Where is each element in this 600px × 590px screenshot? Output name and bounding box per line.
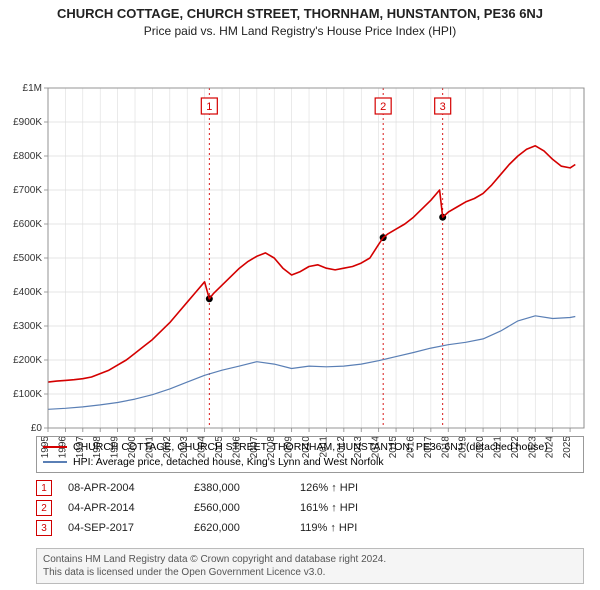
svg-text:2: 2 [380,101,386,113]
svg-text:£200K: £200K [13,355,42,366]
sale-date: 08-APR-2004 [68,482,178,494]
footer-box: Contains HM Land Registry data © Crown c… [36,548,584,584]
sale-pct: 119% ↑ HPI [300,522,410,534]
sale-row: 3 04-SEP-2017 £620,000 119% ↑ HPI [36,520,584,536]
svg-text:£900K: £900K [13,117,42,128]
svg-text:£500K: £500K [13,253,42,264]
legend-row: HPI: Average price, detached house, King… [43,455,577,470]
sale-price: £380,000 [194,482,284,494]
sale-marker: 1 [36,480,52,496]
sale-marker: 3 [36,520,52,536]
svg-text:£700K: £700K [13,185,42,196]
svg-text:£800K: £800K [13,151,42,162]
legend-swatch [43,446,67,448]
svg-text:£100K: £100K [13,389,42,400]
chart-subtitle: Price paid vs. HM Land Registry's House … [0,22,600,42]
chart-area: £0 £100K £200K £300K £400K £500K £600K £700K £80… [0,42,600,432]
svg-text:£300K: £300K [13,321,42,332]
svg-text:3: 3 [440,101,446,113]
chart-title: CHURCH COTTAGE, CHURCH STREET, THORNHAM,… [0,0,600,22]
legend-row: CHURCH COTTAGE, CHURCH STREET, THORNHAM,… [43,440,577,455]
svg-text:£400K: £400K [13,287,42,298]
sale-row: 1 08-APR-2004 £380,000 126% ↑ HPI [36,480,584,496]
footer-line-1: Contains HM Land Registry data © Crown c… [43,553,577,566]
legend-label: HPI: Average price, detached house, King… [73,455,384,470]
sale-pct: 161% ↑ HPI [300,502,410,514]
svg-text:£1M: £1M [23,83,42,94]
sale-marker: 2 [36,500,52,516]
chart-svg: £0 £100K £200K £300K £400K £500K £600K £700K £80… [0,42,600,472]
sale-price: £560,000 [194,502,284,514]
svg-text:1: 1 [206,101,212,113]
legend-swatch [43,461,67,463]
sale-date: 04-SEP-2017 [68,522,178,534]
svg-text:£600K: £600K [13,219,42,230]
legend-box: CHURCH COTTAGE, CHURCH STREET, THORNHAM,… [36,436,584,473]
legend-label: CHURCH COTTAGE, CHURCH STREET, THORNHAM,… [73,440,548,455]
sale-price: £620,000 [194,522,284,534]
sale-row: 2 04-APR-2014 £560,000 161% ↑ HPI [36,500,584,516]
sale-pct: 126% ↑ HPI [300,482,410,494]
svg-text:£0: £0 [31,423,43,434]
footer-line-2: This data is licensed under the Open Gov… [43,566,577,579]
sale-date: 04-APR-2014 [68,502,178,514]
